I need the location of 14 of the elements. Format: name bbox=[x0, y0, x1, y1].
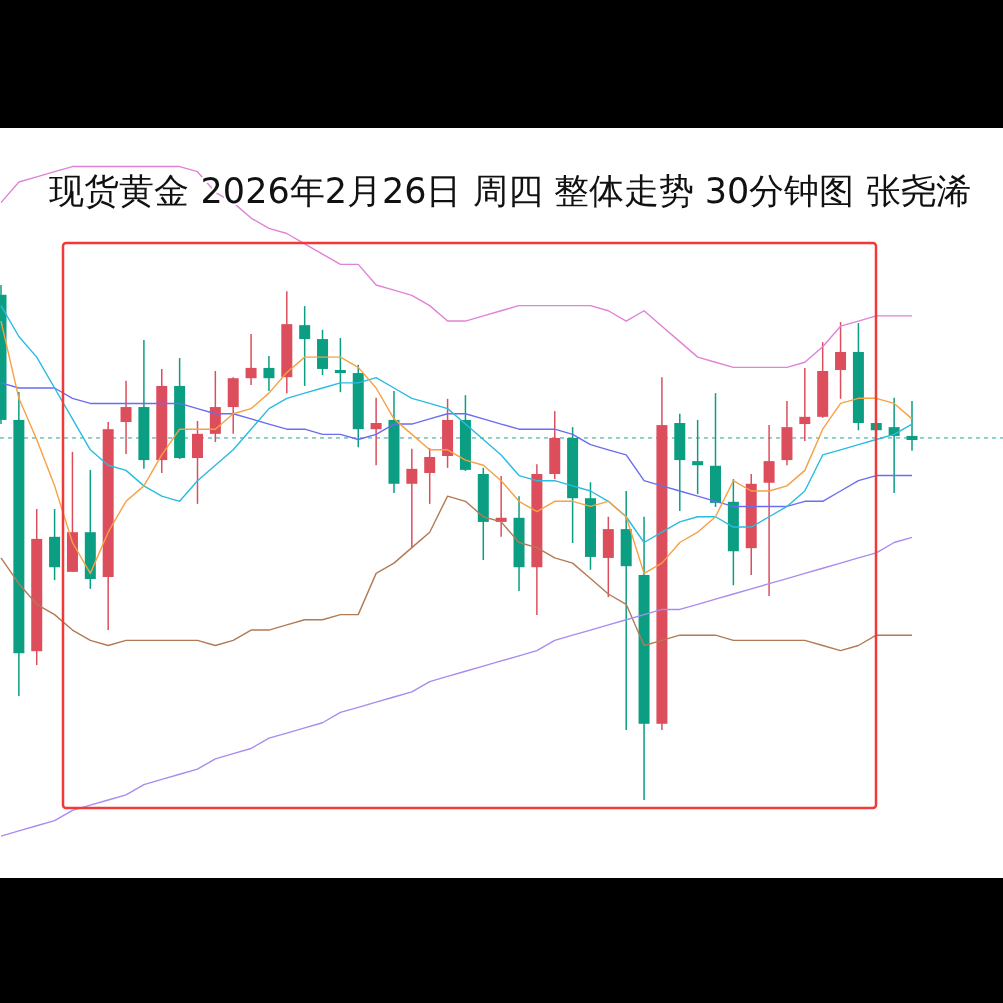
candlestick bbox=[835, 321, 847, 400]
candlestick bbox=[263, 355, 275, 392]
candlestick bbox=[424, 447, 436, 505]
candlestick bbox=[370, 397, 382, 466]
candlestick bbox=[906, 400, 918, 452]
candlestick bbox=[763, 424, 775, 597]
candlestick bbox=[692, 419, 704, 495]
candlestick bbox=[299, 305, 311, 387]
candlestick bbox=[799, 367, 811, 442]
candlestick bbox=[245, 333, 257, 386]
candlestick bbox=[120, 380, 132, 455]
chart-title: 现货黄金 2026年2月26日 周四 整体走势 30分钟图 张尧浠 bbox=[49, 171, 971, 211]
candlestick bbox=[334, 337, 346, 393]
candlestick bbox=[406, 448, 418, 549]
